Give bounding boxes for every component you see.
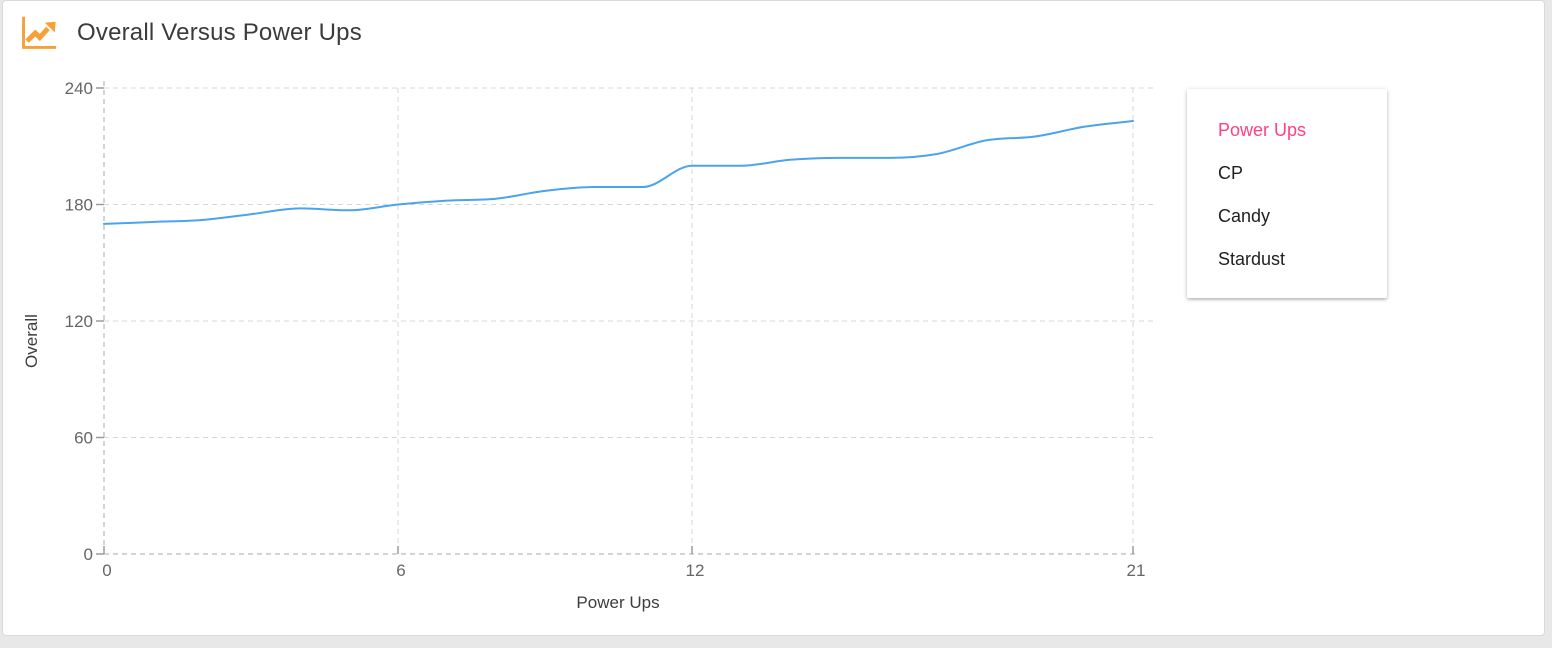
x-axis-title: Power Ups <box>576 593 659 612</box>
x-tick-label: 0 <box>102 561 111 580</box>
y-axis-title: Overall <box>22 314 41 368</box>
chart-canvas[interactable]: Overall Power Ups 0 60 120 180 240 0 6 12 21 <box>3 1 1552 643</box>
chart-area: Overall Power Ups 0 60 120 180 240 0 6 12 21 <box>3 1 1552 643</box>
x-tick-label: 21 <box>1127 561 1146 580</box>
series-line-overall <box>103 120 1134 225</box>
page-title: Overall Versus Power Ups <box>77 19 362 46</box>
y-tick-label: 0 <box>84 545 93 564</box>
y-tick-label: 60 <box>74 429 93 448</box>
x-tick-label: 12 <box>686 561 705 580</box>
y-tick-label: 120 <box>65 312 93 331</box>
chart-legend: Power Ups CP Candy Stardust <box>1187 89 1387 298</box>
legend-item-power-ups[interactable]: Power Ups <box>1218 120 1307 140</box>
legend-item-stardust[interactable]: Stardust <box>1218 249 1286 269</box>
chart-card: Overall Versus Power Ups Overall Power U… <box>2 0 1545 636</box>
card-header: Overall Versus Power Ups <box>3 1 1544 65</box>
x-tick-label: 6 <box>396 561 405 580</box>
legend-item-candy[interactable]: Candy <box>1218 206 1271 226</box>
y-tick-label: 240 <box>65 79 93 98</box>
legend-item-cp[interactable]: CP <box>1218 163 1244 183</box>
line-chart-icon <box>22 16 57 49</box>
y-tick-label: 180 <box>65 196 93 215</box>
